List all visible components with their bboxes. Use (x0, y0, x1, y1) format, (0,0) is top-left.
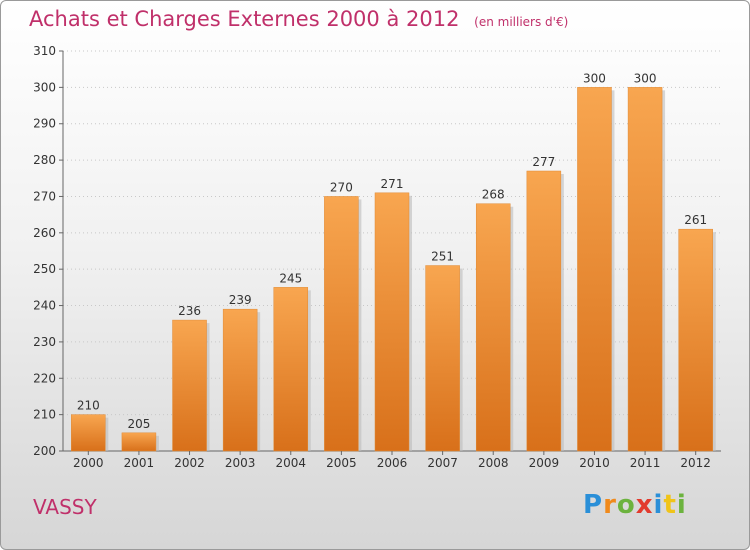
x-tick-label: 2007 (427, 456, 458, 470)
bar-value-label: 300 (583, 71, 606, 85)
bar-value-label: 268 (482, 188, 505, 202)
x-tick-label: 2008 (478, 456, 509, 470)
bar-value-label: 251 (431, 250, 454, 264)
bar (526, 170, 562, 452)
y-tick-label: 310 (33, 44, 56, 58)
proxiti-logo: Proxiti (583, 490, 687, 520)
y-tick-label: 250 (33, 262, 56, 276)
chart-title: Achats et Charges Externes 2000 à 2012 (… (29, 7, 568, 31)
bar-value-label: 270 (330, 180, 353, 194)
x-tick-label: 2002 (174, 456, 205, 470)
commune-name: VASSY (33, 495, 97, 519)
bar-value-label: 210 (77, 399, 100, 413)
x-tick-label: 2003 (225, 456, 256, 470)
y-tick-label: 240 (33, 299, 56, 313)
x-tick-label: 2005 (326, 456, 357, 470)
y-tick-label: 210 (33, 408, 56, 422)
chart-subtitle: (en milliers d'€) (474, 15, 569, 29)
x-tick-label: 2001 (124, 456, 155, 470)
bar-value-label: 261 (684, 213, 707, 227)
bar-value-label: 239 (229, 293, 252, 307)
x-tick-label: 2009 (529, 456, 560, 470)
x-tick-label: 2006 (377, 456, 408, 470)
x-tick-label: 2010 (579, 456, 610, 470)
bar (172, 319, 207, 452)
x-tick-label: 2012 (680, 456, 711, 470)
bar-value-label: 271 (381, 177, 404, 191)
chart-title-text: Achats et Charges Externes 2000 à 2012 (29, 7, 460, 31)
x-tick-label: 2004 (275, 456, 306, 470)
y-tick-label: 290 (33, 117, 56, 131)
bar (627, 87, 663, 452)
y-tick-label: 220 (33, 371, 56, 385)
bar (273, 287, 309, 452)
bar (71, 414, 106, 452)
bar (121, 432, 157, 452)
bar (374, 192, 410, 452)
bar (577, 87, 612, 452)
y-tick-label: 280 (33, 153, 56, 167)
y-tick-label: 230 (33, 335, 56, 349)
y-tick-label: 200 (33, 444, 56, 458)
bar-value-label: 277 (532, 155, 555, 169)
bar (222, 308, 258, 452)
y-tick-label: 270 (33, 189, 56, 203)
bar (425, 265, 460, 452)
bar-value-label: 205 (127, 417, 150, 431)
bar-value-label: 236 (178, 304, 201, 318)
bar-value-label: 300 (634, 71, 657, 85)
bar (475, 203, 511, 452)
y-tick-label: 300 (33, 80, 56, 94)
x-tick-label: 2000 (73, 456, 104, 470)
bar-value-label: 245 (279, 271, 302, 285)
bar (678, 228, 713, 452)
bar (324, 196, 359, 452)
y-tick-label: 260 (33, 226, 56, 240)
x-tick-label: 2011 (630, 456, 661, 470)
